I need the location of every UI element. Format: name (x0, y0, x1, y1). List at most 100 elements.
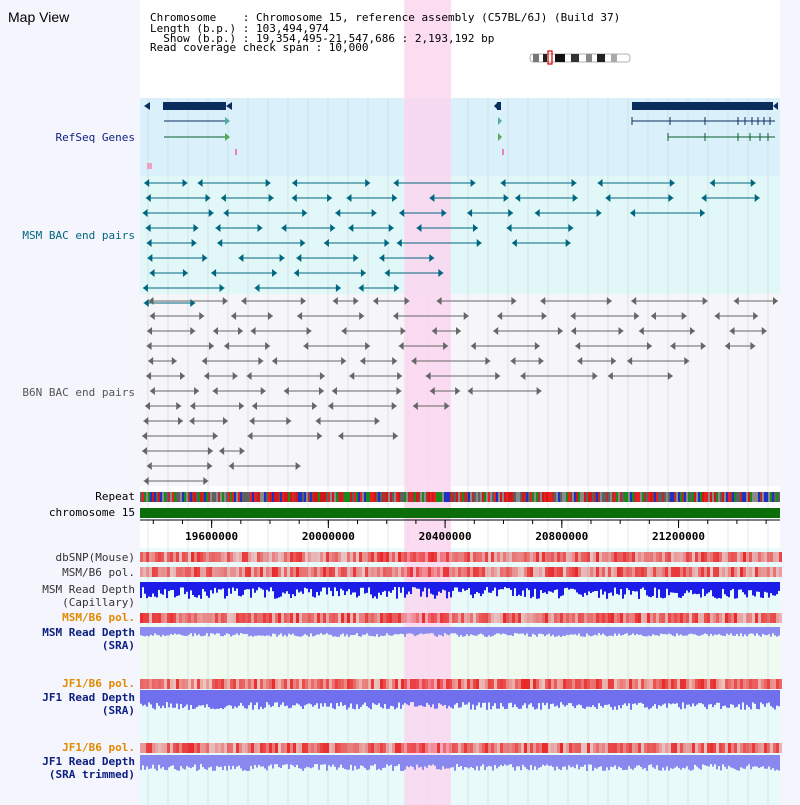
polymorphism-cell (518, 552, 521, 562)
polymorphism-cell (719, 567, 722, 577)
repeat-element (730, 492, 732, 502)
b6n-bac-pairs-track[interactable] (142, 297, 778, 500)
polymorphism-cell (719, 743, 722, 753)
read-depth-bar (580, 627, 582, 637)
read-depth-bar (540, 582, 542, 591)
read-depth-bar (444, 690, 446, 705)
read-depth-bar (610, 755, 612, 767)
b6n-bac-pair-end (190, 402, 196, 410)
msm-bac-pair-end (394, 284, 400, 292)
polymorphism-cell (713, 613, 716, 623)
read-depth-bar (394, 627, 396, 635)
read-depth-bar (648, 755, 650, 766)
selection-highlight[interactable] (404, 0, 451, 805)
read-depth-bar (744, 627, 746, 635)
read-depth-bar (490, 755, 492, 767)
repeat-element (260, 492, 262, 502)
polymorphism-cell (587, 567, 590, 577)
b6n-bac-pair-end (249, 417, 255, 425)
read-depth-bar (650, 755, 652, 765)
polymorphism-cell (578, 679, 581, 689)
read-depth-bar (188, 755, 190, 768)
msm-bac-pair-end (506, 224, 512, 232)
polymorphism-cell (335, 679, 338, 689)
read-depth-bar (230, 582, 232, 594)
b6n-bac-pair-end (510, 357, 516, 365)
polymorphism-cell (575, 743, 578, 753)
repeat-element (202, 492, 204, 502)
read-depth-bar (460, 690, 462, 708)
read-depth-bar (428, 755, 430, 765)
polymorphism-cell (530, 743, 533, 753)
polymorphism-cell (593, 613, 596, 623)
read-depth-bar (496, 582, 498, 597)
b6n-bac-pair-end (689, 327, 695, 335)
read-depth-bar (444, 755, 446, 769)
polymorphism-cell (491, 743, 494, 753)
polymorphism-cell (350, 552, 353, 562)
heatmap-tracks[interactable] (140, 552, 782, 753)
read-depth-bar (492, 690, 494, 706)
repeat-element (154, 492, 156, 502)
repeat-element (732, 492, 734, 502)
read-depth-bar (756, 755, 758, 767)
read-depth-bar (394, 690, 396, 710)
read-depth-bar (490, 627, 492, 637)
polymorphism-cell (398, 743, 401, 753)
polymorphism-cell (374, 679, 377, 689)
b6n-bac-pair-end (470, 342, 476, 350)
polymorphism-cell (323, 613, 326, 623)
read-depth-bar (612, 690, 614, 710)
read-depth-bar (766, 627, 768, 636)
read-depth-bar (142, 627, 144, 636)
polymorphism-cell (521, 567, 524, 577)
read-depth-bar (156, 582, 158, 598)
read-depth-bar (164, 627, 166, 637)
read-depth-bar (366, 690, 368, 707)
b6n-bac-pair-end (397, 372, 403, 380)
read-depth-bar (696, 690, 698, 705)
chromosome-ideogram[interactable] (529, 50, 631, 65)
msm-bac-pair-end (147, 254, 153, 262)
polymorphism-cell (197, 613, 200, 623)
repeat-track[interactable] (140, 492, 780, 502)
read-depth-bar (656, 627, 658, 636)
polymorphism-cell (221, 613, 224, 623)
read-depth-bar (532, 627, 534, 634)
read-depth-bar (396, 627, 398, 635)
read-depth-bar (538, 627, 540, 634)
read-depth-bar (500, 582, 502, 590)
polymorphism-cell (341, 743, 344, 753)
read-depth-tracks[interactable] (140, 582, 780, 771)
read-depth-bar (562, 690, 564, 705)
polymorphism-cell (179, 613, 182, 623)
read-depth-bar (764, 582, 766, 592)
polymorphism-cell (350, 567, 353, 577)
read-depth-bar (684, 755, 686, 769)
read-depth-bar (318, 582, 320, 596)
polymorphism-cell (488, 743, 491, 753)
polymorphism-cell (242, 552, 245, 562)
chromosome-bar[interactable] (140, 508, 780, 518)
repeat-element (426, 492, 428, 502)
repeat-element (322, 492, 324, 502)
refseq-genes-track[interactable] (144, 102, 778, 169)
read-depth-bar (246, 690, 248, 709)
read-depth-bar (562, 582, 564, 596)
polymorphism-cell (356, 567, 359, 577)
read-depth-bar (650, 627, 652, 637)
read-depth-bar (718, 627, 720, 635)
msm-bac-pairs-track[interactable] (142, 179, 760, 307)
read-depth-bar (602, 690, 604, 708)
polymorphism-cell (677, 743, 680, 753)
polymorphism-cell (296, 743, 299, 753)
read-depth-bar (370, 627, 372, 637)
polymorphism-cell (620, 567, 623, 577)
read-depth-bar (402, 582, 404, 588)
polymorphism-cell (740, 552, 743, 562)
read-depth-bar (158, 627, 160, 636)
read-depth-bar (166, 690, 168, 703)
read-depth-bar (268, 690, 270, 705)
repeat-element (692, 492, 694, 502)
